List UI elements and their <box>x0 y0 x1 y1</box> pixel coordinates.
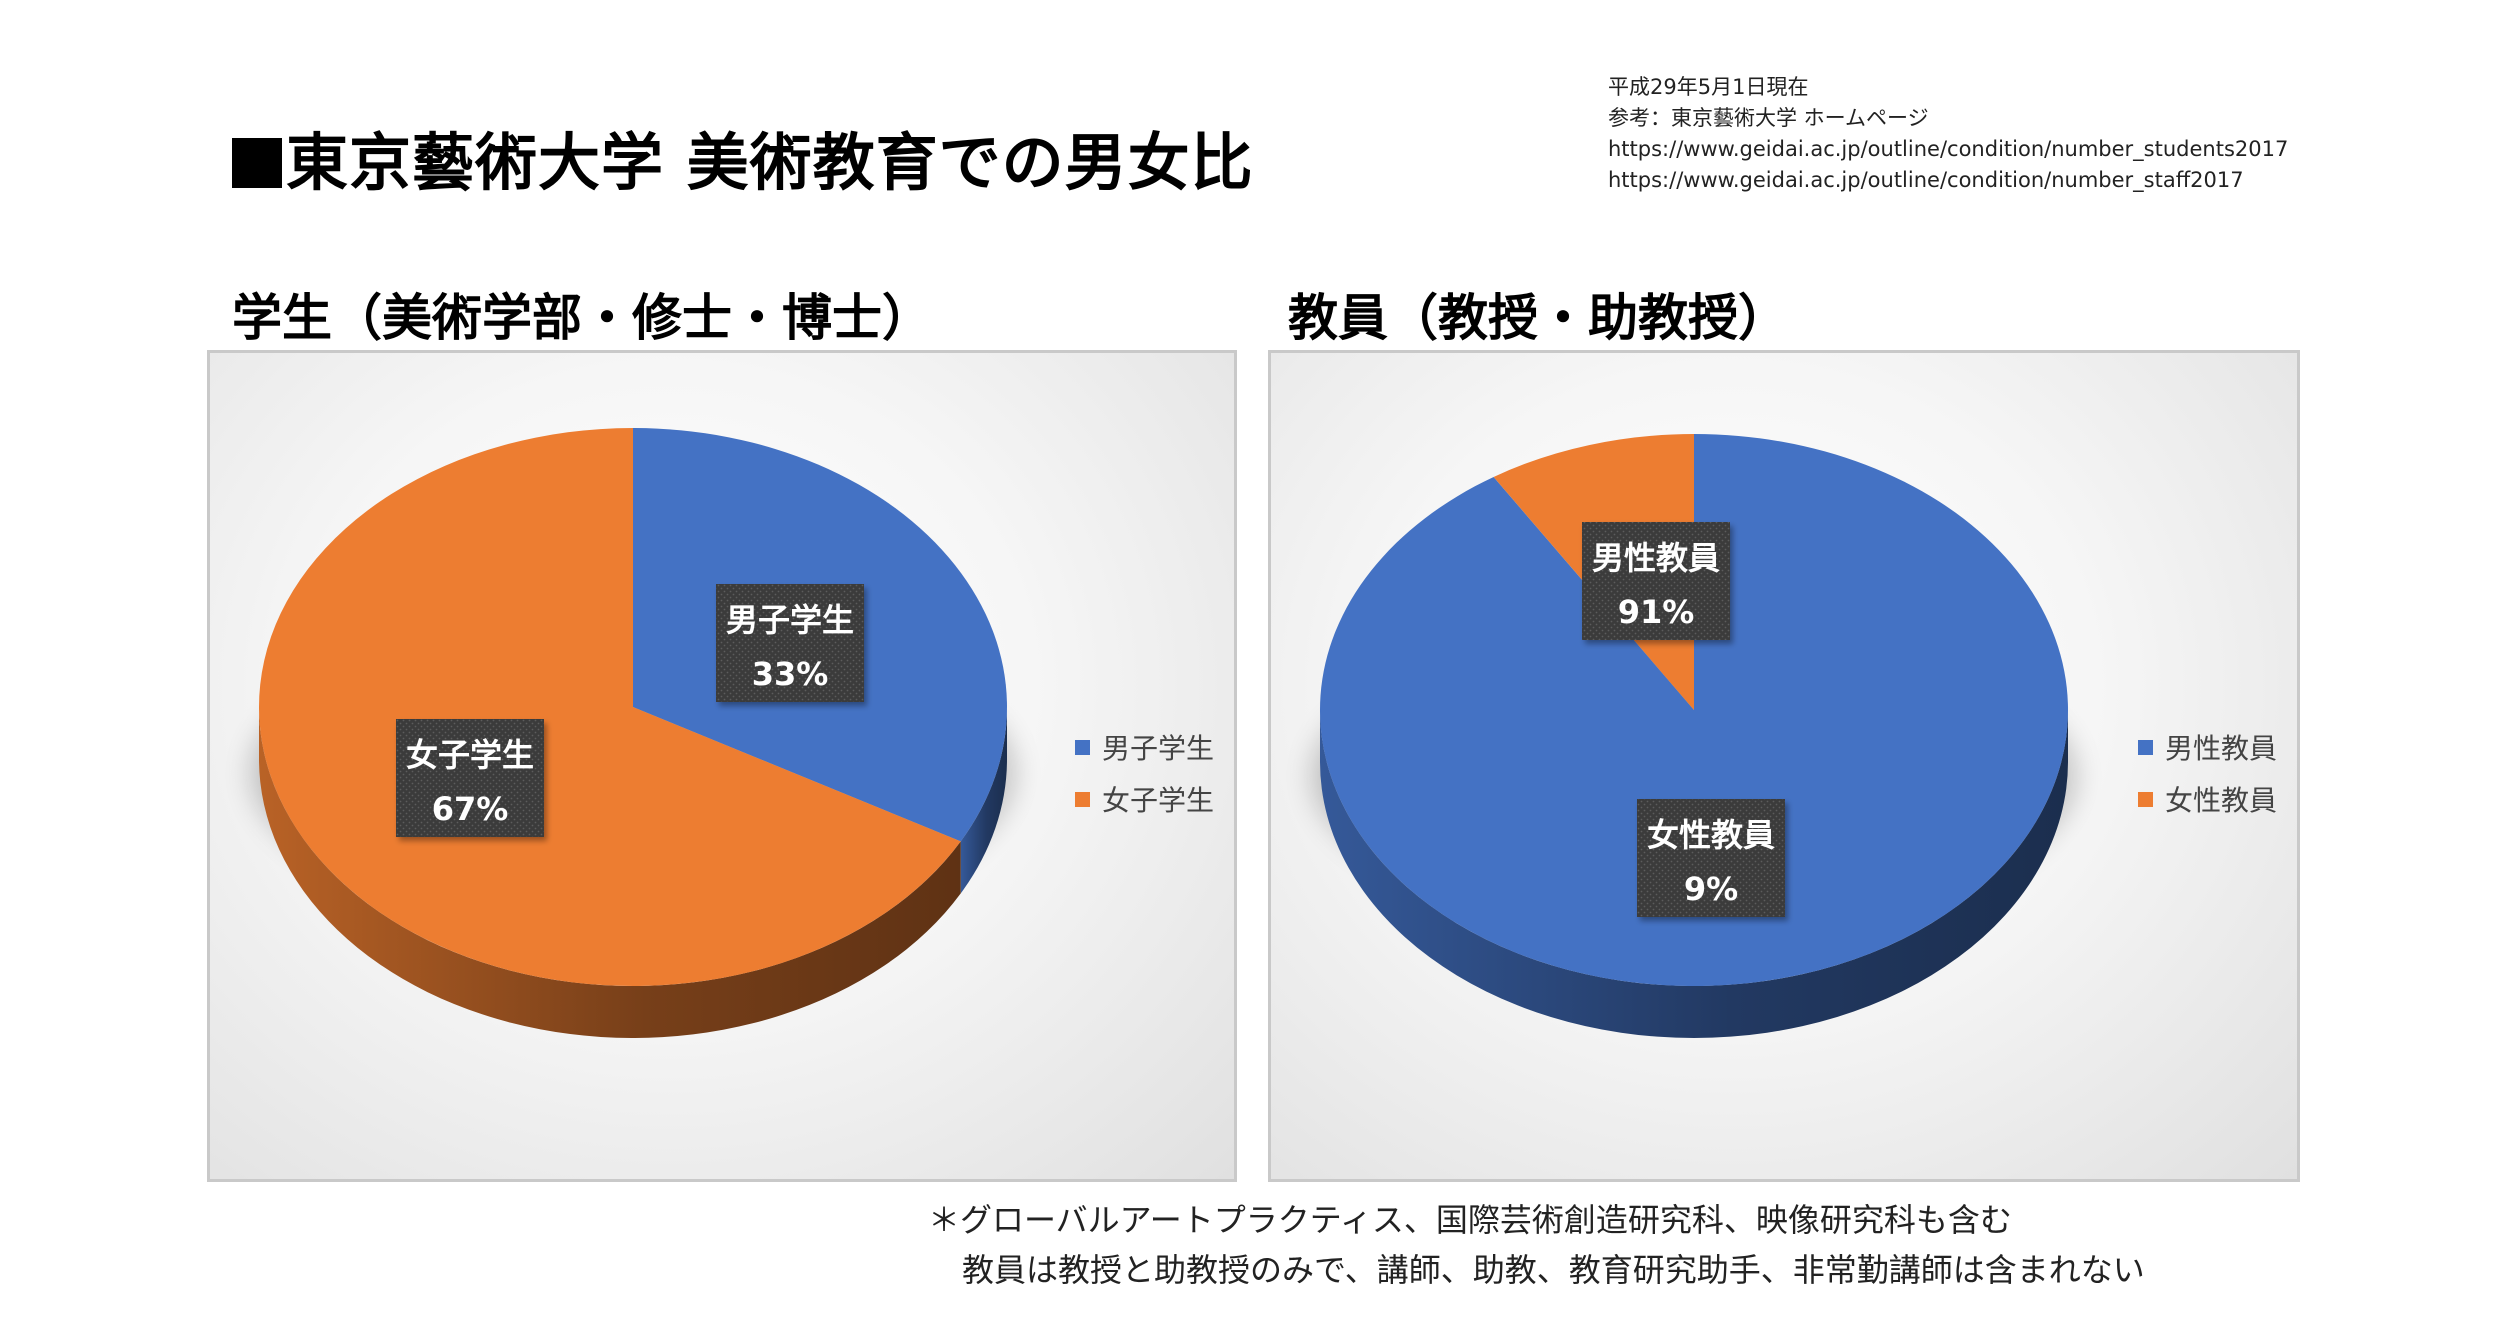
footnote-line-1: ＊グローバルアートプラクティス、国際芸術創造研究科、映像研究科も含む <box>928 1201 2012 1239</box>
data-label-name: 女子学生 <box>406 736 534 774</box>
data-label-value: 9% <box>1684 870 1738 908</box>
legend-item: 女性教員 <box>2137 773 2277 825</box>
students-pie-svg: 男子学生 33% 女子学生 67% <box>251 428 1015 1039</box>
source-url-students: https://www.geidai.ac.jp/outline/conditi… <box>1608 137 2289 161</box>
data-label-name: 男子学生 <box>726 601 854 639</box>
pie-slice <box>1320 434 2068 987</box>
data-label-value: 33% <box>752 655 829 693</box>
faculty-chart: 男性教員 91% 女性教員 9% 男性教員 女性教員 <box>1268 350 2300 1182</box>
legend-label: 男性教員 <box>2164 732 2277 765</box>
data-label: 女性教員 9% <box>1637 799 1785 917</box>
data-label-value: 91% <box>1618 593 1695 631</box>
pie-slice <box>259 428 961 986</box>
data-label: 男子学生 33% <box>716 584 864 702</box>
pie-slice-side <box>259 707 961 1039</box>
pie-slice-side <box>1320 710 2068 1038</box>
legend-label: 男子学生 <box>1101 732 1214 765</box>
pie-slice-side <box>960 707 1007 894</box>
legend-swatch <box>1074 739 1090 755</box>
legend-label: 女子学生 <box>1101 784 1214 817</box>
page-title-text: 東京藝術大学 美術教育での男女比 <box>286 126 1254 199</box>
page-title: 東京藝術大学 美術教育での男女比 <box>232 112 1254 202</box>
source-url-staff: https://www.geidai.ac.jp/outline/conditi… <box>1608 168 2244 192</box>
data-label-name: 男性教員 <box>1592 539 1720 577</box>
faculty-chart-title: 教員（教授・助教授） <box>1288 289 1788 347</box>
data-label-name: 女性教員 <box>1647 816 1775 854</box>
legend-item: 男子学生 <box>1074 721 1214 773</box>
legend-label: 女性教員 <box>2164 784 2277 817</box>
footnote-line-2: 教員は教授と助教授のみで、講師、助教、教育研究助手、非常勤講師は含まれない <box>962 1251 2145 1289</box>
faculty-pie-svg: 男性教員 91% 女性教員 9% <box>1312 434 2076 1038</box>
data-label: 女子学生 67% <box>396 719 544 837</box>
source-reference: 参考：東京藝術大学 ホームページ <box>1608 106 1929 130</box>
students-legend: 男子学生 女子学生 <box>1074 721 1214 825</box>
source-date: 平成29年5月1日現在 <box>1608 75 1809 99</box>
legend-swatch <box>2137 739 2153 755</box>
legend-item: 女子学生 <box>1074 773 1214 825</box>
legend-swatch <box>2137 791 2153 807</box>
students-chart: 男子学生 33% 女子学生 67% 男子学生 女子学生 <box>207 350 1237 1182</box>
source-note: 平成29年5月1日現在 参考：東京藝術大学 ホームページ https://www… <box>1608 72 2288 196</box>
faculty-legend: 男性教員 女性教員 <box>2137 721 2277 825</box>
title-square-icon <box>232 138 282 188</box>
legend-swatch <box>1074 791 1090 807</box>
students-chart-title: 学生（美術学部・修士・博士） <box>232 289 932 347</box>
legend-item: 男性教員 <box>2137 721 2277 773</box>
footnote: ＊グローバルアートプラクティス、国際芸術創造研究科、映像研究科も含む 教員は教授… <box>928 1195 2145 1295</box>
data-label-value: 67% <box>432 790 509 828</box>
data-label: 男性教員 91% <box>1582 522 1730 640</box>
